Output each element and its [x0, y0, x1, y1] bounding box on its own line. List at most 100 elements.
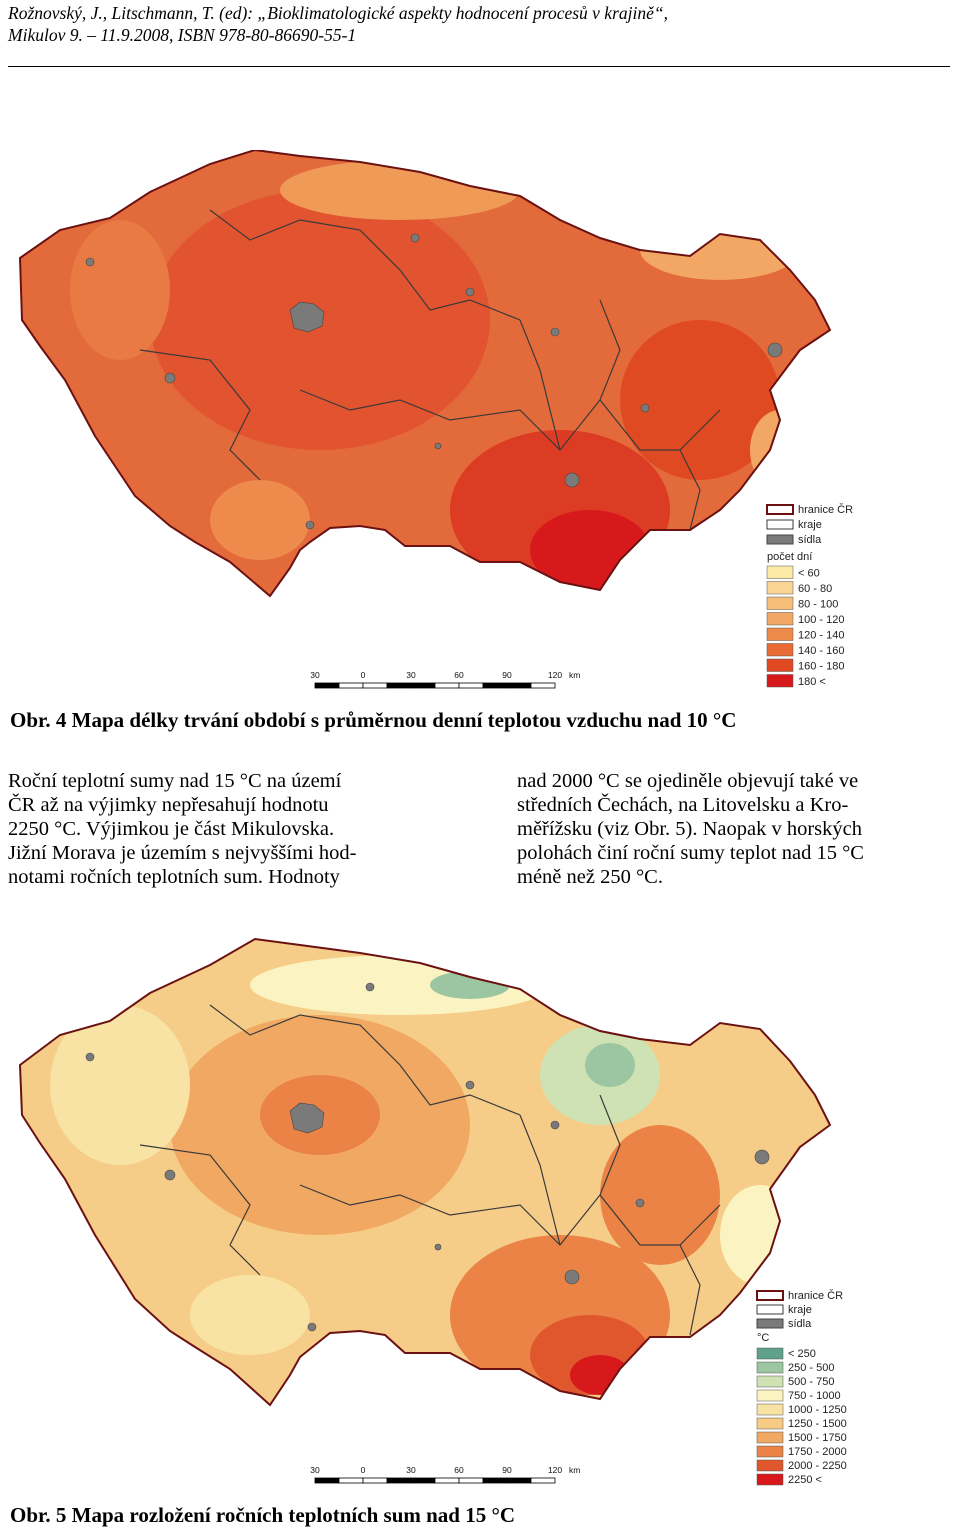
legend-swatch	[766, 596, 794, 610]
legend-class-label: 1000 - 1250	[788, 1404, 847, 1416]
scale-tick-label: 30	[310, 670, 320, 680]
legend-swatch	[766, 612, 794, 626]
text-right-line: polohách činí roční sumy teplot nad 15 °…	[517, 842, 864, 864]
legend-swatch	[756, 1347, 784, 1360]
legend-title: počet dní	[767, 551, 812, 563]
legend-border-label: hranice ČR	[798, 503, 853, 516]
scale-segment	[434, 1477, 460, 1484]
scale-tick-label: 120	[548, 670, 562, 680]
text-left-line: 2250 °C. Výjimkou je část Mikulovska.	[8, 818, 335, 840]
scale-segment	[506, 1477, 532, 1484]
header-rule	[8, 66, 950, 67]
scale-segment	[482, 682, 508, 689]
scale-tick-label: 30	[406, 670, 416, 680]
legend-swatch	[756, 1403, 784, 1416]
text-column-left: Roční teplotní sumy nad 15 °C na území Č…	[8, 769, 444, 889]
legend-regions-swatch	[756, 1304, 784, 1315]
text-left-line: ČR až na výjimky nepřesahují hodnotu	[8, 794, 329, 816]
legend-swatch	[756, 1445, 784, 1458]
text-column-right: nad 2000 °C se ojediněle objevují také v…	[517, 769, 955, 889]
header: Rožnovský, J., Litschmann, T. (ed): „Bio…	[8, 2, 668, 46]
text-right-line: nad 2000 °C se ojediněle objevují také v…	[517, 770, 859, 792]
text-left-line: Jižní Morava je územím s nejvyššími hod-	[8, 842, 357, 864]
legend-swatch	[756, 1431, 784, 1444]
scale-segment	[362, 1477, 388, 1484]
legend-settlements-swatch	[756, 1318, 784, 1329]
figure-4-map	[19, 150, 831, 597]
legend-class-label: 60 - 80	[798, 583, 832, 595]
legend-class-label: < 250	[788, 1348, 816, 1360]
figure-4-caption: Obr. 4 Mapa délky trvání období s průměr…	[10, 708, 737, 732]
legend-swatch	[756, 1459, 784, 1472]
legend-title: °C	[757, 1332, 769, 1344]
figure-5-scale-bar: 30 0 30 60 90 120 km	[310, 1465, 580, 1484]
legend-swatch	[766, 627, 794, 641]
scale-segment	[338, 682, 364, 689]
text-left-line: Roční teplotní sumy nad 15 °C na území	[8, 770, 342, 792]
figure-4-scale-bar: 30 0 30 60 90 120 km	[310, 670, 580, 689]
scale-segment	[386, 1477, 412, 1484]
scale-tick-label: 120	[548, 1465, 562, 1475]
legend-class-label: 750 - 1000	[788, 1390, 841, 1402]
legend-swatch	[756, 1389, 784, 1402]
legend-regions-label: kraje	[798, 519, 822, 531]
text-right-line: méně než 250 °C.	[517, 866, 663, 888]
legend-class-label: 180 <	[798, 676, 826, 688]
scale-tick-label: 30	[310, 1465, 320, 1475]
legend-class-label: 500 - 750	[788, 1376, 834, 1388]
legend-border-swatch	[756, 1290, 784, 1301]
legend-class-label: 250 - 500	[788, 1362, 834, 1374]
legend-class-label: 140 - 160	[798, 645, 844, 657]
scale-unit-label: km	[569, 1465, 580, 1475]
scale-tick-label: 30	[406, 1465, 416, 1475]
legend-class-label: < 60	[798, 568, 820, 580]
legend-swatch	[756, 1375, 784, 1388]
scale-segment	[530, 1477, 556, 1484]
legend-swatch	[756, 1361, 784, 1374]
scale-segment	[530, 682, 556, 689]
scale-segment	[386, 682, 412, 689]
header-line-2: Mikulov 9. – 11.9.2008, ISBN 978-80-8669…	[8, 25, 357, 45]
scale-segment	[434, 682, 460, 689]
legend-class-label: 2000 - 2250	[788, 1460, 847, 1472]
legend-class-label: 1250 - 1500	[788, 1418, 847, 1430]
legend-border-label: hranice ČR	[788, 1289, 843, 1302]
scale-tick-label: 60	[454, 670, 464, 680]
legend-class-label: 100 - 120	[798, 614, 844, 626]
figure-5-caption: Obr. 5 Mapa rozložení ročních teplotních…	[10, 1503, 516, 1527]
scale-tick-label: 90	[502, 1465, 512, 1475]
legend-class-label: 1750 - 2000	[788, 1446, 847, 1458]
text-left-line: notami ročních teplotních sum. Hodnoty	[8, 866, 340, 888]
legend-class-label: 120 - 140	[798, 630, 844, 642]
scale-segment	[458, 1477, 484, 1484]
scale-segment	[410, 682, 436, 689]
figure-4-legend: hranice ČR kraje sídla počet dní < 60 60 …	[766, 503, 853, 688]
scale-segment	[482, 1477, 508, 1484]
legend-border-swatch	[766, 504, 794, 515]
legend-class-label: 80 - 100	[798, 599, 838, 611]
legend-swatch	[766, 581, 794, 595]
scale-segment	[506, 682, 532, 689]
scale-tick-label: 0	[361, 1465, 366, 1475]
scale-segment	[314, 682, 340, 689]
figure-5-map	[19, 938, 831, 1406]
legend-class-label: 160 - 180	[798, 661, 844, 673]
scale-segment	[362, 682, 388, 689]
scale-segment	[338, 1477, 364, 1484]
legend-settlements-label: sídla	[798, 534, 822, 546]
legend-regions-label: kraje	[788, 1304, 812, 1316]
header-line-1: Rožnovský, J., Litschmann, T. (ed): „Bio…	[8, 3, 668, 23]
legend-settlements-swatch	[766, 534, 794, 545]
figure-5-legend: hranice ČR kraje sídla °C < 250 250 - 500…	[756, 1289, 847, 1486]
scale-tick-label: 0	[361, 670, 366, 680]
legend-class-label: 1500 - 1750	[788, 1432, 847, 1444]
text-right-line: měřížsku (viz Obr. 5). Naopak v horských	[517, 818, 862, 840]
legend-swatch	[766, 643, 794, 657]
scale-segment	[314, 1477, 340, 1484]
legend-class-label: 2250 <	[788, 1474, 822, 1486]
legend-regions-swatch	[766, 519, 794, 530]
legend-swatch	[766, 565, 794, 579]
scale-segment	[458, 682, 484, 689]
legend-swatch	[756, 1473, 784, 1486]
scale-tick-label: 90	[502, 670, 512, 680]
